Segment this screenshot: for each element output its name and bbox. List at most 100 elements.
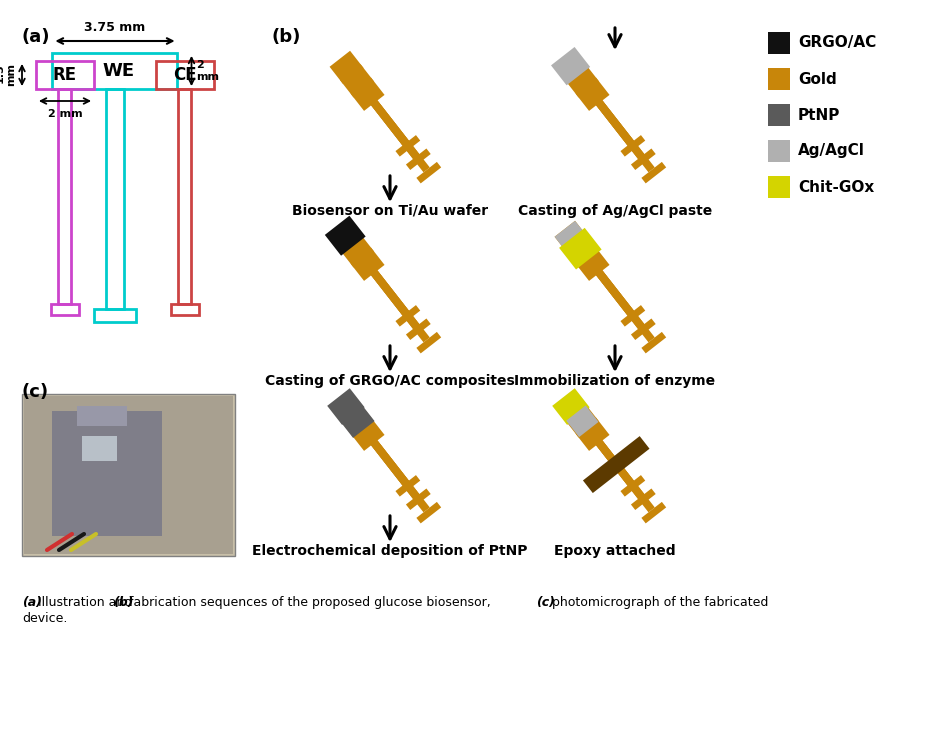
Polygon shape bbox=[554, 221, 588, 254]
Bar bbox=[51, 411, 162, 536]
Bar bbox=[768, 68, 789, 90]
Text: 3.75 mm: 3.75 mm bbox=[84, 21, 145, 34]
Polygon shape bbox=[585, 427, 644, 499]
Polygon shape bbox=[371, 440, 430, 512]
Bar bbox=[52, 53, 177, 89]
Polygon shape bbox=[565, 406, 598, 437]
Polygon shape bbox=[395, 135, 420, 157]
Polygon shape bbox=[405, 488, 431, 510]
Text: RE: RE bbox=[52, 66, 77, 84]
Polygon shape bbox=[360, 257, 419, 329]
Text: Electrochemical deposition of PtNP: Electrochemical deposition of PtNP bbox=[252, 544, 527, 558]
Polygon shape bbox=[405, 318, 431, 340]
Polygon shape bbox=[329, 391, 363, 424]
Text: Ag/AgCl: Ag/AgCl bbox=[797, 143, 864, 158]
Polygon shape bbox=[620, 305, 645, 327]
Text: Casting of GRGO/AC composites: Casting of GRGO/AC composites bbox=[265, 374, 514, 388]
Text: WE: WE bbox=[103, 62, 135, 80]
Polygon shape bbox=[395, 475, 420, 496]
Polygon shape bbox=[630, 488, 655, 510]
Polygon shape bbox=[329, 221, 363, 254]
Text: (b): (b) bbox=[271, 28, 301, 46]
Bar bbox=[51, 304, 79, 315]
Text: 1.5
mm: 1.5 mm bbox=[0, 64, 16, 86]
Bar bbox=[170, 304, 198, 315]
Text: Biosensor on Ti/Au wafer: Biosensor on Ti/Au wafer bbox=[292, 204, 488, 218]
Text: photomicrograph of the fabricated: photomicrograph of the fabricated bbox=[548, 596, 768, 609]
Polygon shape bbox=[551, 388, 589, 425]
Polygon shape bbox=[630, 318, 655, 340]
Bar bbox=[768, 140, 789, 162]
Text: CE: CE bbox=[173, 66, 197, 84]
Bar bbox=[179, 89, 191, 304]
Bar bbox=[768, 176, 789, 198]
Polygon shape bbox=[630, 149, 655, 170]
Polygon shape bbox=[575, 414, 633, 486]
Polygon shape bbox=[582, 436, 649, 493]
Text: Casting of Ag/AgCl paste: Casting of Ag/AgCl paste bbox=[518, 204, 711, 218]
Polygon shape bbox=[327, 388, 364, 425]
Text: (a): (a) bbox=[22, 28, 51, 46]
Bar bbox=[24, 396, 233, 554]
Polygon shape bbox=[350, 243, 408, 315]
Bar bbox=[77, 406, 127, 426]
Polygon shape bbox=[554, 51, 588, 84]
Bar bbox=[94, 309, 136, 322]
Polygon shape bbox=[595, 440, 654, 512]
Polygon shape bbox=[405, 149, 431, 170]
Polygon shape bbox=[575, 418, 609, 451]
Polygon shape bbox=[350, 77, 384, 111]
Polygon shape bbox=[554, 221, 588, 254]
Text: PtNP: PtNP bbox=[797, 107, 840, 122]
Polygon shape bbox=[350, 414, 408, 486]
Text: (a): (a) bbox=[22, 596, 42, 609]
Polygon shape bbox=[575, 243, 633, 315]
Polygon shape bbox=[620, 135, 645, 157]
Polygon shape bbox=[585, 87, 644, 159]
Polygon shape bbox=[325, 216, 365, 256]
Polygon shape bbox=[416, 502, 441, 523]
Polygon shape bbox=[340, 234, 373, 267]
Polygon shape bbox=[360, 427, 419, 499]
Bar bbox=[58, 89, 71, 304]
Polygon shape bbox=[550, 47, 590, 86]
Polygon shape bbox=[554, 391, 588, 424]
Polygon shape bbox=[641, 332, 665, 354]
Polygon shape bbox=[416, 162, 441, 183]
Text: device.: device. bbox=[22, 612, 67, 625]
Polygon shape bbox=[371, 101, 430, 172]
Bar bbox=[106, 89, 124, 309]
Bar bbox=[768, 32, 789, 54]
Polygon shape bbox=[340, 64, 373, 98]
Polygon shape bbox=[641, 502, 665, 523]
Polygon shape bbox=[564, 404, 598, 438]
Text: (c): (c) bbox=[22, 383, 49, 401]
Polygon shape bbox=[350, 74, 408, 146]
Polygon shape bbox=[350, 418, 384, 451]
Bar bbox=[82, 436, 117, 461]
Polygon shape bbox=[339, 403, 374, 438]
Polygon shape bbox=[360, 87, 419, 159]
Text: 2
mm: 2 mm bbox=[197, 60, 219, 82]
Polygon shape bbox=[564, 234, 598, 267]
Text: (c): (c) bbox=[535, 596, 554, 609]
Polygon shape bbox=[575, 248, 609, 281]
Text: 2 mm: 2 mm bbox=[48, 109, 82, 119]
Bar bbox=[36, 61, 94, 89]
Text: fabrication sequences of the proposed glucose biosensor,: fabrication sequences of the proposed gl… bbox=[124, 596, 494, 609]
Text: GRGO/AC: GRGO/AC bbox=[797, 35, 875, 50]
Text: Epoxy attached: Epoxy attached bbox=[553, 544, 675, 558]
Polygon shape bbox=[620, 475, 645, 496]
Bar bbox=[22, 394, 235, 556]
Polygon shape bbox=[350, 248, 384, 281]
Polygon shape bbox=[416, 332, 441, 354]
Polygon shape bbox=[340, 404, 373, 438]
Polygon shape bbox=[395, 305, 420, 327]
Polygon shape bbox=[559, 228, 601, 270]
Polygon shape bbox=[595, 101, 654, 172]
Polygon shape bbox=[371, 270, 430, 342]
Polygon shape bbox=[575, 74, 633, 146]
Bar bbox=[155, 61, 213, 89]
Polygon shape bbox=[575, 77, 609, 111]
Text: Chit-GOx: Chit-GOx bbox=[797, 179, 873, 195]
